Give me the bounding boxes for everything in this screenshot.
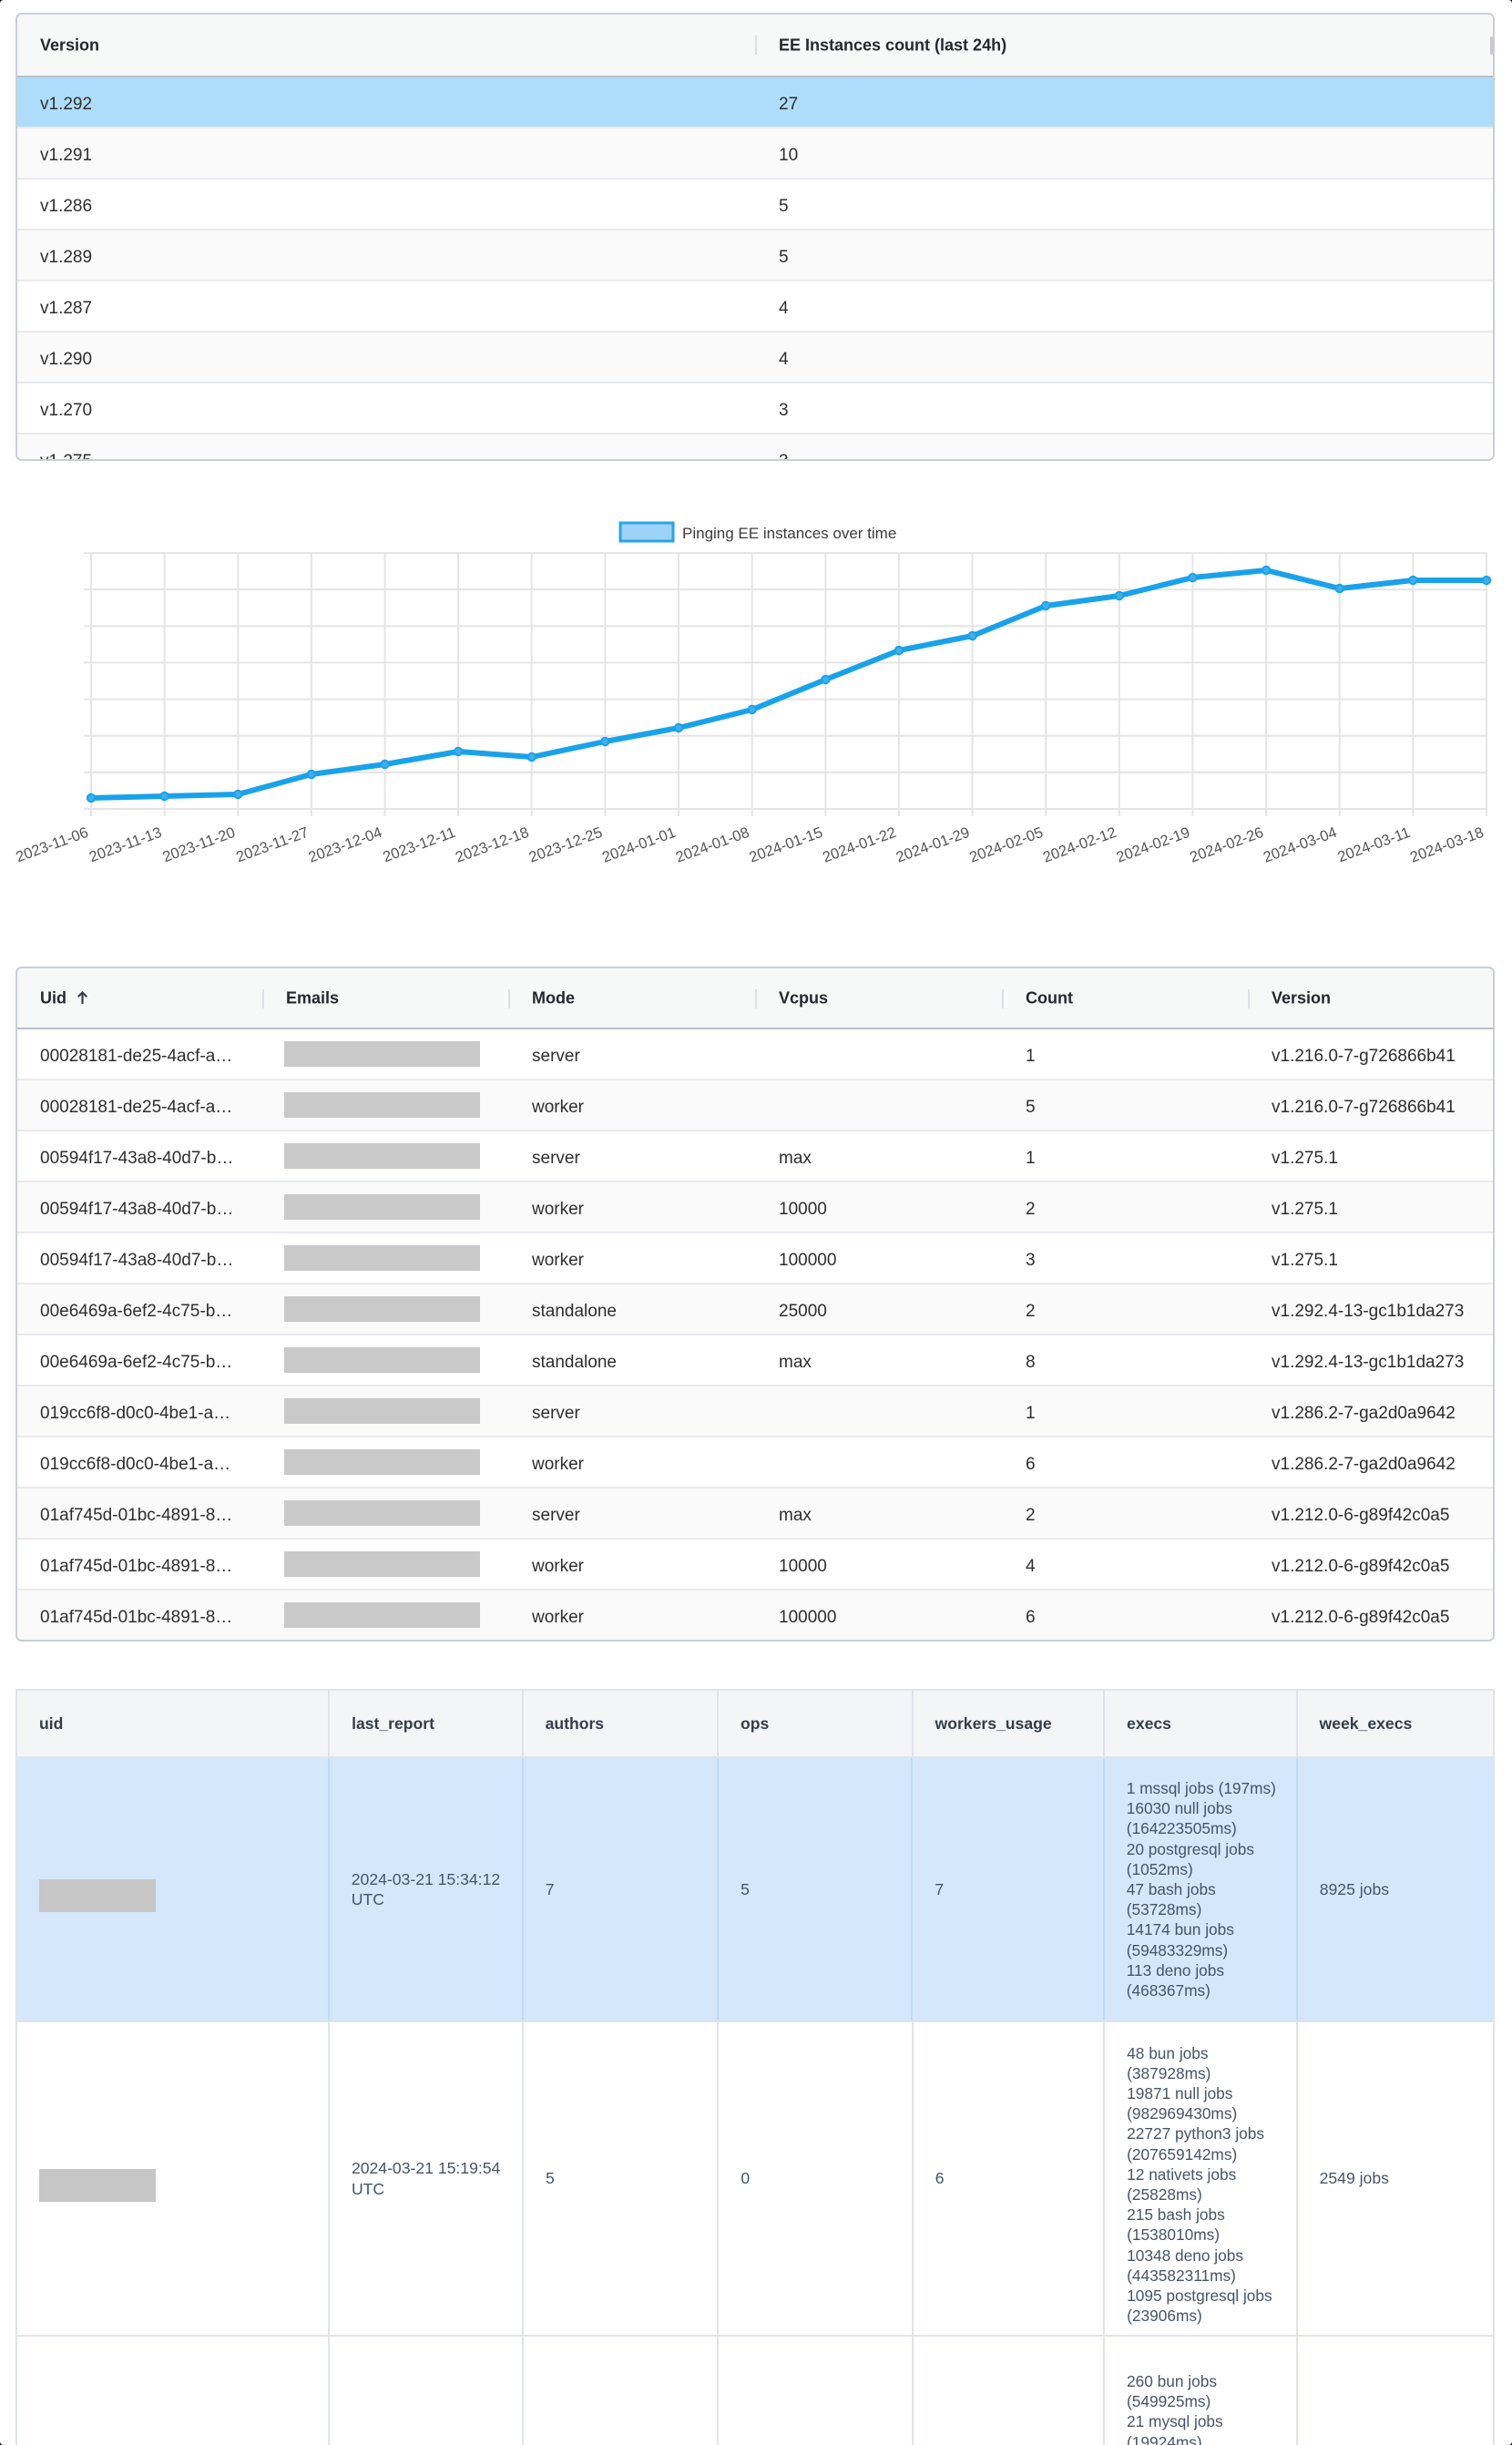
svg-text:2024-02-12: 2024-02-12 xyxy=(1041,824,1119,866)
svg-text:Pinging EE instances over time: Pinging EE instances over time xyxy=(682,525,896,542)
svg-text:2023-12-04: 2023-12-04 xyxy=(306,824,383,866)
svg-text:2023-11-27: 2023-11-27 xyxy=(234,824,311,865)
svg-text:2024-02-19: 2024-02-19 xyxy=(1114,824,1191,866)
svg-text:2024-03-18: 2024-03-18 xyxy=(1408,824,1486,866)
svg-text:2024-01-22: 2024-01-22 xyxy=(821,824,898,866)
svg-text:2023-11-13: 2023-11-13 xyxy=(87,824,164,865)
svg-text:2024-01-29: 2024-01-29 xyxy=(894,824,971,866)
svg-text:2024-01-15: 2024-01-15 xyxy=(747,824,824,866)
svg-text:2023-11-20: 2023-11-20 xyxy=(160,824,237,865)
svg-text:2023-12-11: 2023-12-11 xyxy=(381,824,457,865)
svg-text:2024-01-01: 2024-01-01 xyxy=(600,824,678,866)
svg-text:2024-02-26: 2024-02-26 xyxy=(1188,824,1265,866)
svg-text:2023-11-06: 2023-11-06 xyxy=(14,824,90,865)
svg-text:2023-12-25: 2023-12-25 xyxy=(526,824,604,866)
svg-text:2024-02-05: 2024-02-05 xyxy=(967,824,1045,866)
svg-text:2023-12-18: 2023-12-18 xyxy=(454,824,531,866)
svg-text:2024-03-11: 2024-03-11 xyxy=(1335,824,1412,865)
svg-text:2024-01-08: 2024-01-08 xyxy=(674,824,751,866)
svg-text:2024-03-04: 2024-03-04 xyxy=(1262,824,1339,866)
